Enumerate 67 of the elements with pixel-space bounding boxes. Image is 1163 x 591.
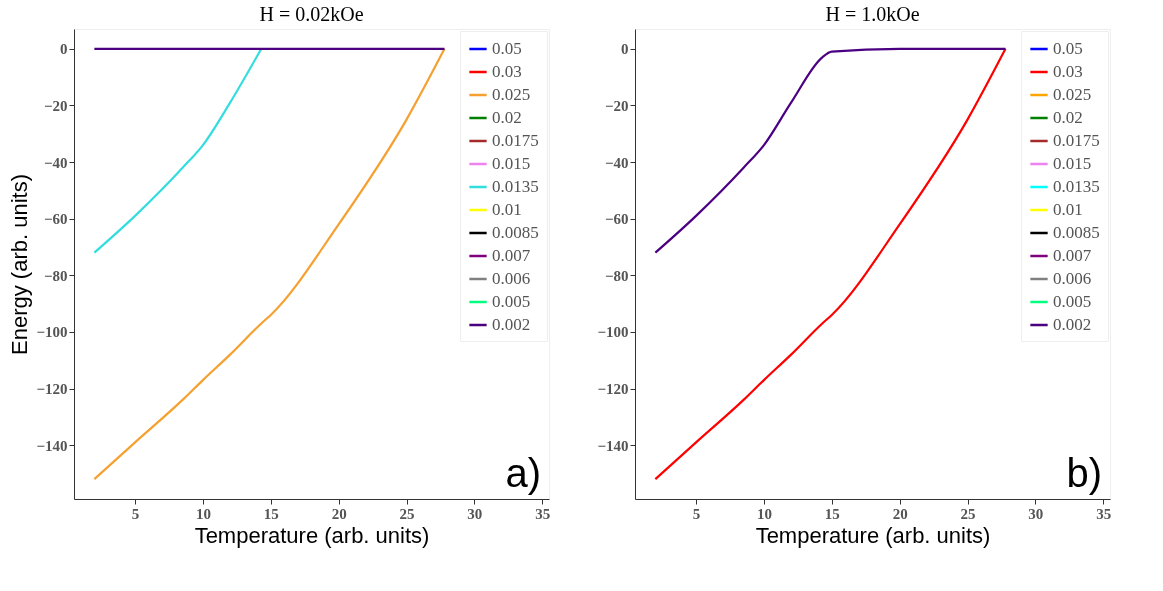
- y-tick-label: −100: [36, 324, 68, 341]
- legend-label: 0.005: [1053, 292, 1092, 311]
- x-axis-title: Temperature (arb. units): [194, 522, 430, 548]
- line-series: [93, 47, 446, 481]
- y-tick-label: −40: [604, 154, 629, 171]
- y-tick-label: −20: [43, 97, 68, 114]
- y-tick-label: −120: [36, 381, 68, 398]
- chart-title: H = 1.0kOe: [825, 3, 920, 25]
- y-tick-label: −140: [36, 437, 68, 454]
- legend-label: 0.02: [492, 108, 522, 127]
- legend-label: 0.0085: [1053, 223, 1100, 242]
- y-tick-label: −60: [43, 211, 68, 228]
- legend-label: 0.03: [492, 62, 522, 81]
- line-series: [654, 47, 1007, 481]
- x-tick-label: 20: [331, 505, 347, 522]
- x-tick-label: 10: [756, 505, 772, 522]
- legend-label: 0.0175: [492, 131, 539, 150]
- legend-label: 0.002: [1053, 315, 1092, 334]
- legend-label: 0.0135: [1053, 177, 1100, 196]
- legend-label: 0.005: [492, 292, 531, 311]
- y-tick-label: −60: [604, 211, 629, 228]
- x-axis-title: Temperature (arb. units): [755, 522, 991, 548]
- y-tick-label: −40: [43, 154, 68, 171]
- line-series: [93, 47, 263, 254]
- x-tick-label: 20: [892, 505, 908, 522]
- y-tick-label: 0: [60, 41, 68, 58]
- y-tick-label: −80: [43, 267, 68, 284]
- x-tick-label: 30: [467, 505, 483, 522]
- x-tick-label: 5: [131, 505, 140, 522]
- x-tick-label: 35: [535, 505, 551, 522]
- x-tick-label: 35: [1096, 505, 1112, 522]
- legend-label: 0.025: [1053, 85, 1092, 104]
- y-tick-label: −100: [597, 324, 629, 341]
- x-tick-label: 25: [399, 505, 415, 522]
- legend-label: 0.002: [492, 315, 531, 334]
- annotation: b): [1066, 451, 1102, 495]
- y-tick-label: −20: [604, 97, 629, 114]
- y-axis-title: Energy (arb. units): [7, 174, 33, 355]
- y-tick-label: 0: [621, 41, 629, 58]
- legend-label: 0.015: [1053, 154, 1092, 173]
- legend-label: 0.0085: [492, 223, 539, 242]
- x-tick-label: 10: [195, 505, 211, 522]
- legend-label: 0.015: [492, 154, 531, 173]
- legend-label: 0.006: [1053, 269, 1092, 288]
- x-tick-label: 30: [1028, 505, 1044, 522]
- x-tick-label: 15: [263, 505, 279, 522]
- legend-label: 0.01: [492, 200, 522, 219]
- legend-label: 0.006: [492, 269, 531, 288]
- legend-label: 0.0175: [1053, 131, 1100, 150]
- x-tick-label: 15: [824, 505, 840, 522]
- legend-label: 0.02: [1053, 108, 1083, 127]
- x-tick-label: 25: [960, 505, 976, 522]
- annotation: a): [505, 451, 541, 495]
- legend-label: 0.025: [492, 85, 531, 104]
- legend-label: 0.01: [1053, 200, 1083, 219]
- chart-title: H = 0.02kOe: [259, 3, 364, 25]
- legend-label: 0.007: [1053, 246, 1092, 265]
- legend-label: 0.05: [1053, 39, 1083, 58]
- legend-label: 0.03: [1053, 62, 1083, 81]
- line-series: [654, 47, 1007, 254]
- y-tick-label: −80: [604, 267, 629, 284]
- y-tick-label: −120: [597, 381, 629, 398]
- legend-label: 0.05: [492, 39, 522, 58]
- y-tick-label: −140: [597, 437, 629, 454]
- legend-label: 0.007: [492, 246, 531, 265]
- x-tick-label: 5: [692, 505, 701, 522]
- legend-label: 0.0135: [492, 177, 539, 196]
